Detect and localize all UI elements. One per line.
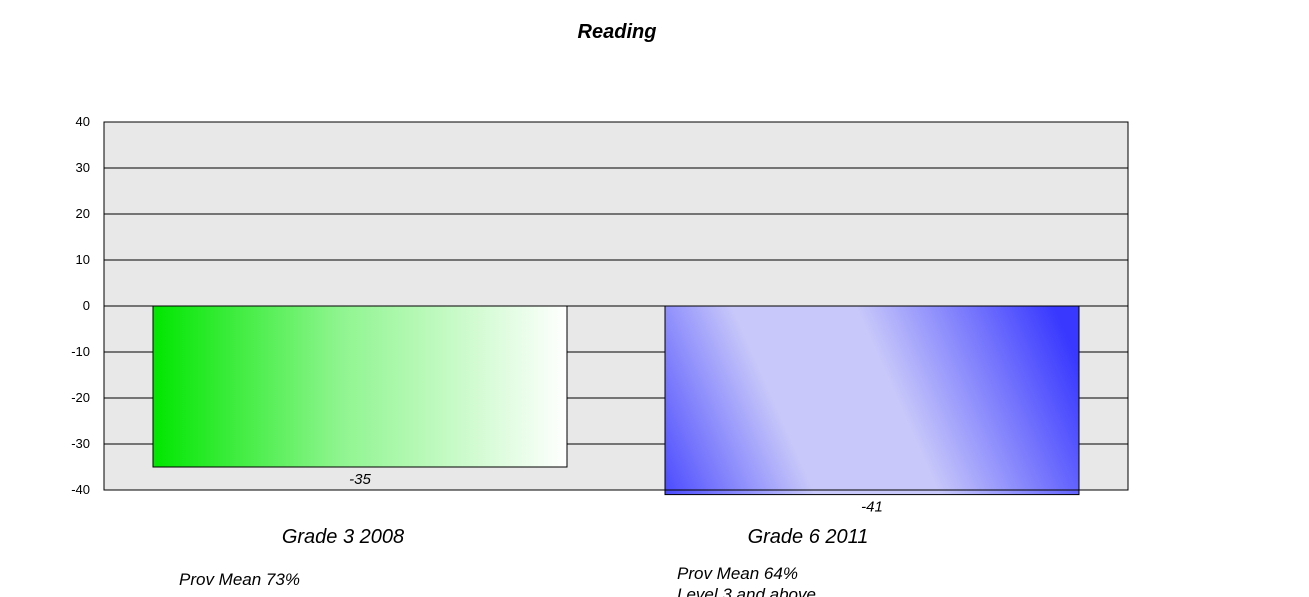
bar-2 xyxy=(664,305,1080,496)
y-tick-label: -30 xyxy=(71,436,90,451)
note-line: Prov Mean 64% xyxy=(677,564,798,583)
note-line: Prov Mean 73% xyxy=(179,570,300,589)
y-tick-label: -40 xyxy=(71,482,90,497)
data-label: -41 xyxy=(861,499,883,516)
note-line: Level 3 and above xyxy=(677,585,816,597)
chart-title: Reading xyxy=(578,21,657,43)
category-label: Grade 6 2011 xyxy=(748,526,869,548)
y-tick-label: 10 xyxy=(76,252,90,267)
data-label: -35 xyxy=(349,471,371,488)
y-axis-ticks: 40 30 20 10 0 -10 -20 -30 -40 xyxy=(71,114,90,497)
y-tick-label: 30 xyxy=(76,160,90,175)
bars: -35 -41 xyxy=(152,305,1080,516)
bar-1 xyxy=(152,305,568,468)
category-label: Grade 3 2008 xyxy=(282,526,404,548)
y-tick-label: 40 xyxy=(76,114,90,129)
y-tick-label: -20 xyxy=(71,390,90,405)
y-tick-label: 20 xyxy=(76,206,90,221)
y-tick-label: -10 xyxy=(71,344,90,359)
plot-border xyxy=(103,121,1129,491)
y-tick-label: 0 xyxy=(83,298,90,313)
category-labels: Grade 3 2008 Grade 6 2011 xyxy=(282,526,869,548)
notes: Prov Mean 73% Prov Mean 64% Level 3 and ab… xyxy=(179,564,816,597)
